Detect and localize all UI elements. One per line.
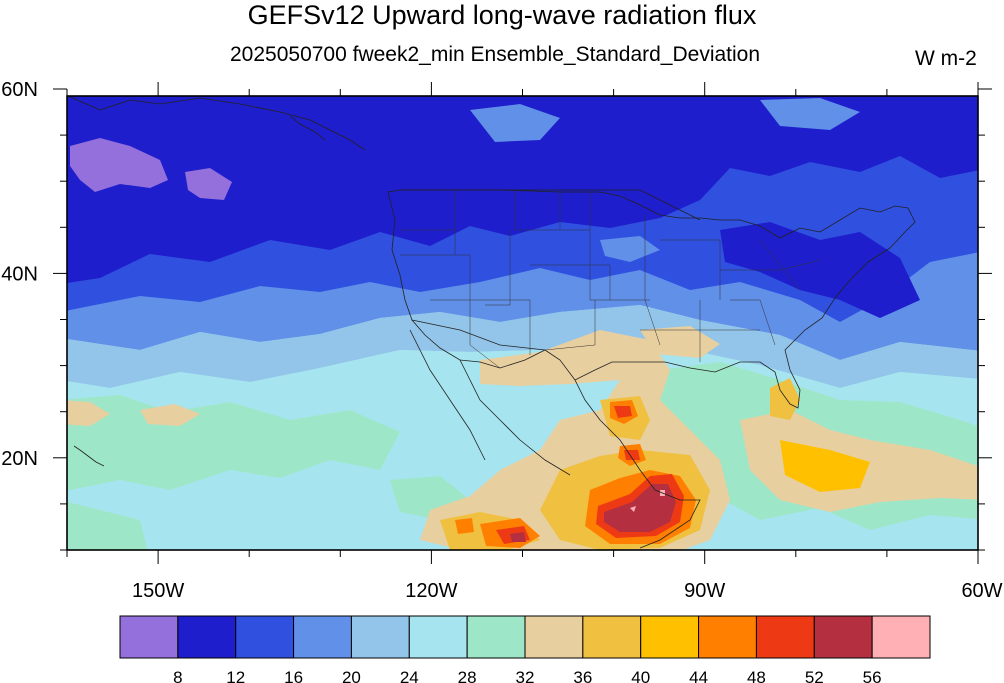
lon-tick-label: 120W xyxy=(405,580,457,602)
colorbar-label: 20 xyxy=(342,668,361,683)
lat-tick-label: 20N xyxy=(1,448,38,470)
colorbar-label: 16 xyxy=(284,668,303,683)
colorbar-label: 8 xyxy=(173,668,182,683)
map-tick-labels: 150W 120W 90W 60W 60N 40N 20N xyxy=(1,79,1002,602)
colorbar-label: 40 xyxy=(631,668,650,683)
colorbar: 8 12 16 20 24 28 32 36 40 44 48 52 56 xyxy=(119,615,931,683)
figure-subtitle: 2025050700 fweek2_min Ensemble_Standard_… xyxy=(230,43,761,66)
colorbar-label: 24 xyxy=(400,668,419,683)
colorbar-label: 28 xyxy=(458,668,477,683)
colorbar-box xyxy=(871,615,931,659)
colorbar-label: 52 xyxy=(805,668,824,683)
colorbar-box xyxy=(350,615,410,659)
colorbar-box xyxy=(640,615,700,659)
map-ticks xyxy=(53,82,992,564)
colorbar-box xyxy=(813,615,873,659)
colorbar-box xyxy=(119,615,179,659)
colorbar-label: 12 xyxy=(226,668,245,683)
colorbar-box xyxy=(408,615,468,659)
state-borders xyxy=(400,190,821,369)
lon-tick-label: 90W xyxy=(684,580,725,602)
colorbar-box xyxy=(466,615,526,659)
border-lines xyxy=(400,189,701,351)
colorbar-box xyxy=(755,615,815,659)
colorbar-box xyxy=(293,615,352,659)
colorbar-label: 36 xyxy=(573,668,592,683)
lat-tick-label: 40N xyxy=(1,263,38,285)
colorbar-label: 44 xyxy=(689,668,708,683)
lat-tick-label: 60N xyxy=(1,79,38,101)
figure-title: GEFSv12 Upward long-wave radiation flux xyxy=(247,0,757,30)
colorbar-box xyxy=(524,615,584,659)
colorbar-label: 56 xyxy=(863,668,882,683)
units-label: W m-2 xyxy=(915,47,977,70)
colorbar-box xyxy=(698,615,757,659)
lon-tick-label: 60W xyxy=(961,580,1002,602)
colorbar-box xyxy=(235,615,295,659)
colorbar-label: 48 xyxy=(747,668,766,683)
colorbar-label: 32 xyxy=(516,668,535,683)
colorbar-box xyxy=(582,615,642,659)
contour-field xyxy=(67,96,978,550)
colorbar-box xyxy=(177,615,237,659)
lon-tick-label: 150W xyxy=(132,580,184,602)
